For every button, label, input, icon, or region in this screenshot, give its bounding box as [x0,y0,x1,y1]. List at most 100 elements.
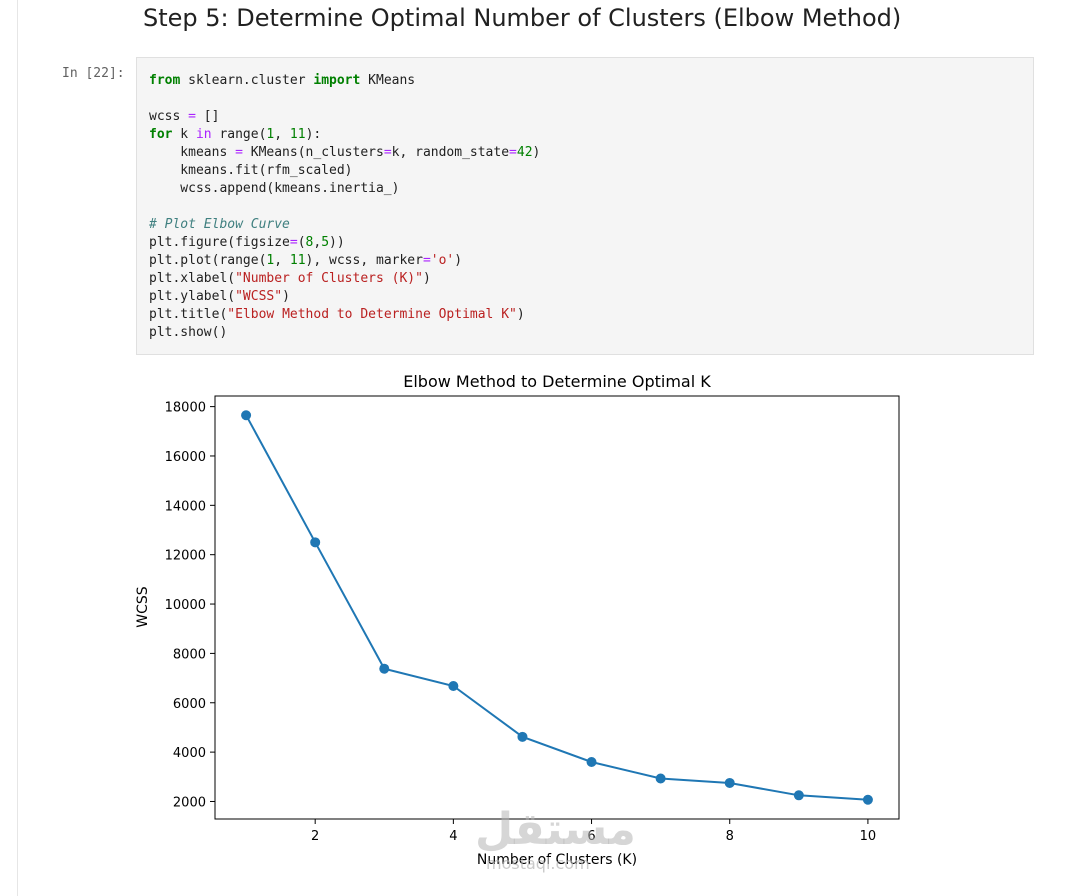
code-line: plt.show() [149,325,227,340]
x-tick-label: 6 [587,829,595,844]
code-token: , [274,127,290,142]
code-token: import [313,73,361,88]
code-token: ), wcss, marker [305,253,423,268]
x-tick-label: 4 [449,829,457,844]
data-point [517,731,528,742]
data-point [586,756,597,767]
y-tick-label: 14000 [165,499,206,514]
code-line: wcss.append(kmeans.inertia_) [149,181,399,196]
x-tick-label: 8 [726,829,734,844]
y-tick-label: 10000 [165,598,206,613]
code-token: ) [532,145,541,160]
code-cell[interactable]: from sklearn.cluster import KMeans wcss … [136,57,1034,355]
data-point [862,794,873,805]
code-token: from [149,73,181,88]
code-token: ( [297,235,306,250]
y-tick-label: 4000 [173,746,206,761]
code-token: sklearn.cluster [180,73,314,88]
code-token: = [235,145,243,160]
code-token: plt.xlabel( [149,271,236,286]
code-token: wcss [149,109,189,124]
watermark-logo-latin: mostaql.com [486,854,590,873]
y-tick-label: 12000 [165,549,206,564]
code-token: KMeans [360,73,416,88]
data-point [310,537,321,548]
code-token: kmeans.fit(rfm_scaled) [149,163,353,178]
code-token: 8 [305,235,314,250]
code-token: ) [454,253,463,268]
x-tick-label: 10 [860,829,877,844]
code-token: ) [516,307,525,322]
series-line [245,414,868,801]
code-token: "WCSS" [235,289,283,304]
code-editor[interactable]: from sklearn.cluster import KMeans wcss … [149,72,540,342]
cell-prompt: In [22]: [62,66,125,81]
code-token: = [188,109,196,124]
code-line: plt.title("Elbow Method to Determine Opt… [149,307,525,322]
x-axis-label: Number of Clusters (K) [477,852,637,868]
code-line: wcss = [] [149,109,219,124]
code-token: )) [329,235,345,250]
code-token: k, random_state [391,145,510,160]
elbow-chart: Elbow Method to Determine Optimal K 2000… [135,372,900,868]
code-token: plt.plot(range( [149,253,267,268]
data-point [724,777,735,788]
code-token: # Plot Elbow Curve [149,217,290,232]
code-token: range( [211,127,267,142]
code-line: plt.xlabel("Number of Clusters (K)") [149,271,431,286]
code-line: plt.plot(range(1, 11), wcss, marker='o') [149,253,462,268]
series-markers [241,410,873,805]
code-token: ) [422,271,431,286]
code-token: wcss.append(kmeans.inertia_) [149,181,400,196]
code-token: , [274,253,290,268]
plot-frame [214,395,900,820]
code-token: "Number of Clusters (K)" [235,271,423,286]
code-line: for k in range(1, 11): [149,127,321,142]
cell-output: Elbow Method to Determine Optimal K 2000… [122,362,922,882]
code-token: KMeans(n_clusters [242,145,384,160]
code-token: plt.figure(figsize [149,235,290,250]
code-line: plt.figure(figsize=(8,5)) [149,235,345,250]
code-token: k [172,127,196,142]
code-line: plt.ylabel("WCSS") [149,289,290,304]
code-token: , [313,235,322,250]
chart-title: Elbow Method to Determine Optimal K [403,372,711,391]
y-axis: 2000 4000 6000 8000 10000 12000 14000 16000 1800… [165,401,215,810]
code-line: kmeans = KMeans(n_clusters=k, random_sta… [149,145,540,160]
y-axis-label: WCSS [135,586,151,628]
code-token: = [509,145,517,160]
code-token: = [289,235,298,250]
code-token: plt.title( [149,307,228,322]
y-tick-label: 8000 [173,647,206,662]
code-token: "Elbow Method to Determine Optimal K" [227,307,517,322]
code-token: 1 [266,253,275,268]
data-point [241,410,252,421]
code-token: = [422,253,431,268]
code-token: plt.ylabel( [149,289,236,304]
code-token: 1 [266,127,275,142]
y-tick-label: 6000 [173,697,206,712]
code-token: = [383,145,392,160]
y-tick-label: 2000 [173,795,206,810]
x-tick-label: 2 [311,829,319,844]
code-token: kmeans [149,145,236,160]
notebook-left-border [17,0,18,896]
code-token: plt.show() [149,325,228,340]
data-point [793,790,804,801]
y-tick-label: 18000 [165,401,206,416]
code-token: 'o' [430,253,455,268]
code-token: [] [195,109,220,124]
code-token: 5 [321,235,330,250]
code-token: ): [305,127,322,142]
watermark-logo-arabic: مستقل [475,804,636,855]
code-line: from sklearn.cluster import KMeans [149,73,415,88]
code-token: 11 [289,253,306,268]
code-token: in [195,127,212,142]
code-token: 42 [516,145,533,160]
data-point [379,663,390,674]
data-point [655,773,666,784]
code-token: ) [282,289,290,304]
y-tick-label: 16000 [165,450,206,465]
code-line: # Plot Elbow Curve [149,217,290,232]
code-token: for [149,127,173,142]
